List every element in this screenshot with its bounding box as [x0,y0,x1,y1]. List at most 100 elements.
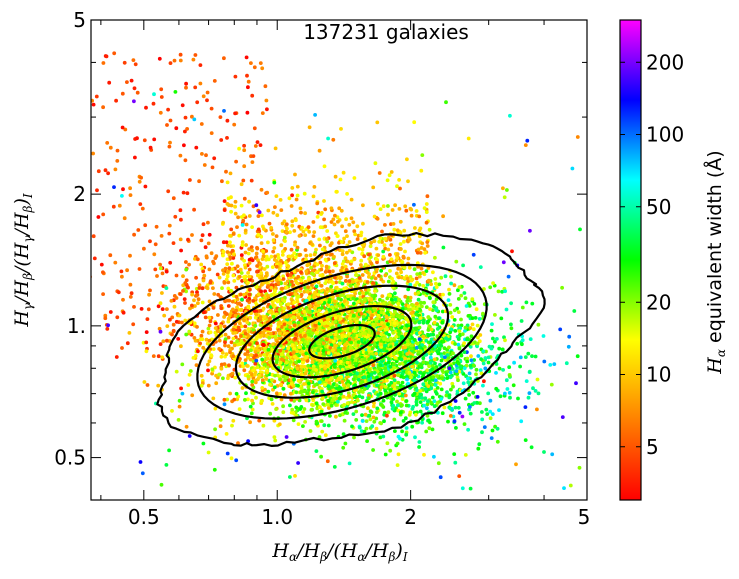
data-point [360,419,365,423]
data-point [503,391,507,396]
data-point [355,371,359,376]
data-point [381,434,386,439]
data-point [234,391,239,396]
data-point [452,308,457,313]
data-point [397,297,402,302]
data-point [393,429,397,433]
data-point [263,348,267,353]
data-point [449,274,453,279]
data-point [349,365,354,370]
data-point [321,402,326,406]
data-point [463,329,467,333]
data-point [239,271,244,275]
data-point [495,426,500,431]
data-point [520,338,525,343]
data-point [253,350,258,354]
data-point [316,210,321,215]
data-point [395,441,400,446]
data-point [572,309,577,313]
data-point [281,386,286,391]
data-point [292,323,297,328]
data-point [362,387,367,391]
data-point [441,339,446,344]
data-point [253,315,258,320]
data-point [378,363,383,368]
data-point [478,333,483,337]
data-point [383,385,388,389]
data-point [420,304,424,309]
data-point [279,325,284,329]
data-point [413,283,417,288]
data-point [493,339,497,344]
data-point [399,357,404,362]
data-point [261,423,266,428]
data-point [486,360,491,365]
data-point [229,456,234,461]
data-point [527,369,532,374]
data-point [242,368,247,373]
data-point [184,260,188,264]
data-point [433,255,437,260]
data-point [462,291,467,295]
data-point [364,306,369,311]
data-point [214,373,219,378]
data-point [490,322,494,326]
data-point [284,349,289,353]
data-point [207,349,212,354]
data-point [378,297,382,302]
data-point [397,362,402,366]
data-point [516,396,520,401]
data-point [316,312,321,317]
data-point [301,361,305,365]
data-point [488,416,493,421]
data-point [426,333,431,338]
data-point [435,386,440,390]
data-point [528,337,533,341]
data-point [340,281,345,286]
data-point [236,394,241,399]
data-point [293,292,298,296]
data-point [215,329,220,333]
data-point [213,427,218,432]
data-point [374,426,379,431]
data-point [306,285,310,290]
data-point [358,295,363,300]
data-point [447,345,451,350]
data-point [465,356,470,361]
data-point [542,450,546,454]
data-point [250,379,255,384]
data-point [226,243,230,248]
data-point [295,299,300,304]
data-point [432,357,437,362]
data-point [262,353,266,357]
data-point [459,353,464,358]
data-point [369,355,374,359]
data-point [430,363,435,368]
data-point [224,352,229,357]
data-point [363,412,368,417]
data-point [207,232,212,237]
data-point [248,420,253,425]
data-point [495,337,499,341]
data-point [273,289,277,294]
data-point [319,454,323,459]
data-point [270,300,275,304]
data-point [291,418,296,423]
data-point [408,298,412,303]
data-point [246,327,251,331]
data-point [246,374,251,379]
data-point [339,359,343,364]
data-point [220,286,224,290]
data-point [364,419,369,423]
data-point [477,317,482,321]
data-point [452,283,457,288]
data-point [462,350,467,354]
data-point [208,330,213,335]
data-point [228,391,233,396]
data-point [182,297,187,301]
data-point [327,406,331,410]
data-point [405,323,409,328]
data-point [325,287,330,291]
data-point [169,299,174,303]
data-point [413,320,417,325]
